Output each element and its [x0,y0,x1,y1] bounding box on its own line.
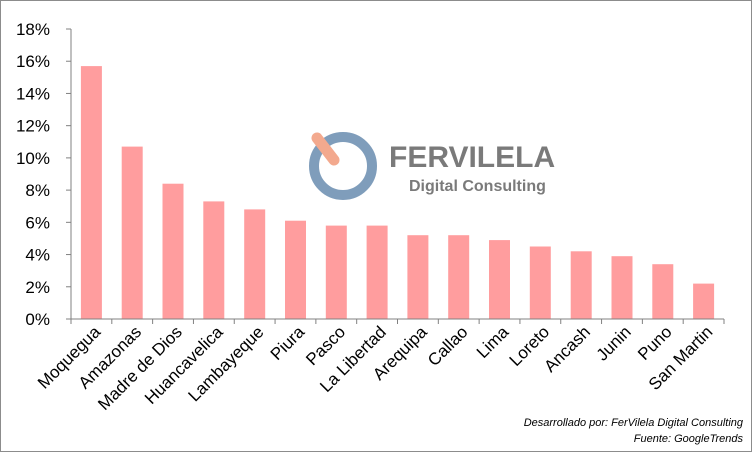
x-category-label: Junin [593,322,635,364]
y-tick-label: 10% [16,149,50,168]
logo-accent-bar [311,132,340,166]
logo-tagline: Digital Consulting [409,178,546,195]
bar-junin [611,256,633,319]
y-tick-label: 12% [16,117,50,136]
fervilela-logo: FERVILELA Digital Consulting [309,132,555,200]
bar-ancash [570,251,592,319]
y-tick-label: 2% [25,278,50,297]
bar-callao [448,235,470,319]
x-category-label: Callao [424,322,472,370]
bar-amazonas [121,146,143,319]
bar-huancavelica [203,201,225,319]
bar-piura [285,220,306,319]
bar-san-martin [693,283,715,319]
y-tick-label: 6% [25,213,50,232]
bar-arequipa [407,235,429,319]
y-tick-label: 0% [25,310,50,329]
x-category-label: Piura [267,322,309,364]
y-tick-label: 8% [25,181,50,200]
y-tick-label: 18% [16,20,50,39]
x-category-label: Ancash [540,322,594,376]
credit-source: Fuente: GoogleTrends [634,433,744,445]
bar-madre-de-dios [162,183,184,319]
y-tick-label: 4% [25,246,50,265]
bar-la-libertad [366,225,388,319]
logo-ring [309,132,377,200]
bar-lima [489,240,510,319]
logo-name: FERVILELA [389,141,555,174]
bar-loreto [529,246,551,319]
bar-moquegua [80,66,102,319]
bar-puno [652,264,674,319]
credit-developer: Desarrollado por: FerVilela Digital Cons… [524,417,744,429]
bar-pasco [325,225,347,319]
y-tick-label: 14% [16,84,50,103]
y-tick-label: 16% [16,52,50,71]
bar-lambayeque [244,209,266,319]
